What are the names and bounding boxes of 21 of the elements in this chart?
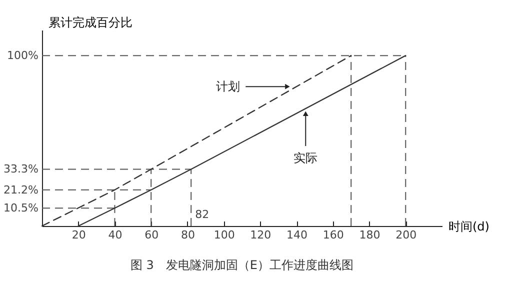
- x-tick-label: 20: [72, 228, 86, 242]
- text: 实际: [294, 150, 318, 165]
- y-tick-label: 21.2%: [4, 183, 38, 196]
- x-tick-label: 180: [359, 228, 380, 242]
- x-tick-label: 60: [144, 228, 159, 242]
- x-tick-label: 200: [396, 228, 417, 242]
- line-series: [41, 54, 352, 227]
- x-axis-title: 时间(d): [448, 220, 490, 234]
- y-tick-label: 10.5%: [4, 202, 38, 215]
- text: 图 3 发电隧洞加固（E）工作进度曲线图: [130, 258, 354, 272]
- y-tick-label: 33.3%: [4, 162, 38, 176]
- series-label: 计划: [216, 80, 240, 94]
- x-tick-label: 160: [322, 228, 344, 242]
- x-tick-label: 120: [250, 228, 272, 242]
- y-tick-label: 100%: [7, 49, 38, 62]
- x-tick-label: 80: [180, 228, 195, 242]
- y-axis-title: 累计完成百分比: [48, 16, 132, 30]
- x-tick-label: 40: [108, 228, 122, 242]
- x-tick-label: 100: [214, 228, 235, 242]
- annotation: 82: [195, 208, 210, 221]
- x-tick-label: 140: [286, 228, 308, 242]
